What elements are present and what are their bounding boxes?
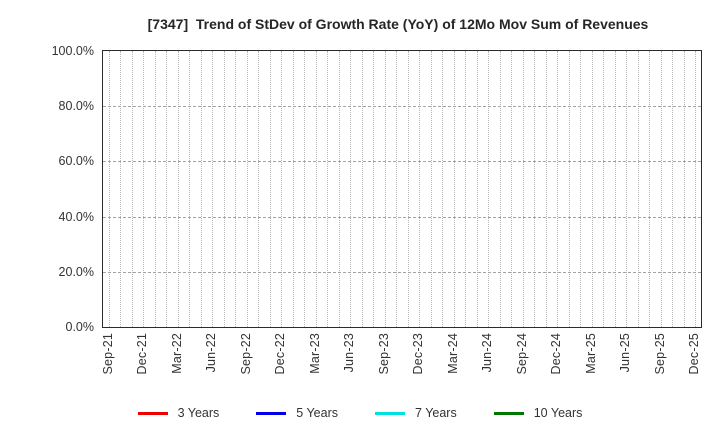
vertical-gridline	[465, 51, 467, 327]
vertical-gridline	[350, 51, 352, 327]
vertical-gridline	[419, 51, 421, 327]
vertical-gridline	[660, 51, 662, 327]
vertical-gridline	[315, 51, 317, 327]
y-tick-label: 80.0%	[58, 99, 94, 114]
vertical-gridline	[258, 51, 260, 327]
vertical-gridline	[281, 51, 283, 327]
vertical-gridline	[488, 51, 490, 327]
vertical-gridline	[235, 51, 237, 327]
legend-item: 5 Years	[256, 406, 338, 420]
plot-area	[102, 50, 702, 328]
vertical-gridline	[580, 51, 582, 327]
vertical-gridline	[557, 51, 559, 327]
vertical-gridline	[223, 51, 225, 327]
vertical-gridline	[511, 51, 513, 327]
x-tick-label: Sep-25	[652, 333, 667, 375]
legend-line-swatch	[375, 411, 406, 415]
vertical-gridline	[292, 51, 294, 327]
vertical-gridline	[499, 51, 501, 327]
vertical-gridline	[120, 51, 122, 327]
vertical-gridline	[109, 51, 110, 327]
chart-title: [7347] Trend of StDev of Growth Rate (Yo…	[147, 16, 649, 32]
vertical-gridline	[545, 51, 547, 327]
legend-item: 7 Years	[375, 406, 457, 420]
vertical-gridline	[200, 51, 202, 327]
vertical-gridline	[695, 51, 696, 327]
vertical-gridline	[246, 51, 248, 327]
legend-item: 3 Years	[137, 406, 220, 420]
x-tick-label: Sep-24	[514, 333, 529, 375]
x-tick-label: Jun-25	[618, 333, 633, 373]
legend-line-swatch	[137, 411, 168, 415]
vertical-gridline	[131, 51, 133, 327]
vertical-gridline	[591, 51, 593, 327]
legend-line-swatch	[256, 411, 287, 415]
vertical-gridline	[154, 51, 156, 327]
vertical-gridline	[430, 51, 432, 327]
legend: 3 Years 5 Years 7 Years 10 Years	[0, 404, 720, 422]
x-tick-label: Dec-21	[135, 333, 150, 375]
vertical-gridline	[304, 51, 306, 327]
x-tick-label: Jun-22	[204, 333, 219, 373]
legend-label: 3 Years	[177, 406, 220, 420]
y-tick-label: 60.0%	[58, 154, 94, 169]
x-tick-label: Jun-24	[480, 333, 495, 373]
vertical-gridline	[177, 51, 179, 327]
vertical-gridline	[637, 51, 639, 327]
x-tick-label: Mar-25	[583, 333, 598, 374]
vertical-gridline	[534, 51, 536, 327]
x-tick-label: Sep-23	[376, 333, 391, 375]
legend-line-swatch	[493, 411, 524, 415]
y-tick-label: 20.0%	[58, 264, 94, 279]
x-tick-label: Mar-24	[445, 333, 460, 374]
legend-label: 5 Years	[296, 406, 339, 420]
horizontal-gridline	[103, 216, 701, 218]
legend-item: 10 Years	[493, 406, 583, 420]
x-tick-label: Mar-23	[307, 333, 322, 374]
vertical-gridline	[373, 51, 375, 327]
vertical-gridline	[614, 51, 616, 327]
vertical-gridline	[384, 51, 386, 327]
vertical-gridline	[672, 51, 674, 327]
vertical-gridline	[522, 51, 524, 327]
vertical-gridline	[603, 51, 605, 327]
vertical-gridline	[626, 51, 628, 327]
horizontal-gridline	[103, 161, 701, 163]
x-tick-label: Dec-23	[411, 333, 426, 375]
vertical-gridline	[338, 51, 340, 327]
vertical-gridline	[143, 51, 145, 327]
vertical-gridline	[453, 51, 455, 327]
x-tick-label: Dec-24	[549, 333, 564, 375]
legend-label: 10 Years	[533, 406, 583, 420]
vertical-gridline	[166, 51, 168, 327]
vertical-gridline	[683, 51, 685, 327]
x-tick-label: Dec-22	[273, 333, 288, 375]
vertical-gridline	[476, 51, 478, 327]
y-tick-label: 0.0%	[65, 320, 95, 334]
x-tick-label: Jun-23	[342, 333, 357, 373]
vertical-gridline	[568, 51, 570, 327]
x-tick-label: Mar-22	[169, 333, 184, 374]
vertical-gridline	[269, 51, 271, 327]
vertical-gridline	[212, 51, 214, 327]
x-tick-label: Sep-22	[238, 333, 253, 375]
x-tick-label: Sep-21	[101, 333, 115, 375]
vertical-gridline	[327, 51, 329, 327]
horizontal-gridline	[103, 271, 701, 273]
legend-label: 7 Years	[415, 406, 457, 420]
x-tick-label: Dec-25	[687, 333, 701, 375]
vertical-gridline	[442, 51, 444, 327]
y-tick-label: 40.0%	[58, 209, 94, 224]
vertical-gridline	[361, 51, 363, 327]
vertical-gridline	[396, 51, 398, 327]
y-tick-label: 100.0%	[51, 44, 94, 58]
vertical-gridline	[189, 51, 191, 327]
vertical-gridline	[649, 51, 651, 327]
horizontal-gridline	[103, 106, 701, 108]
vertical-gridline	[407, 51, 409, 327]
